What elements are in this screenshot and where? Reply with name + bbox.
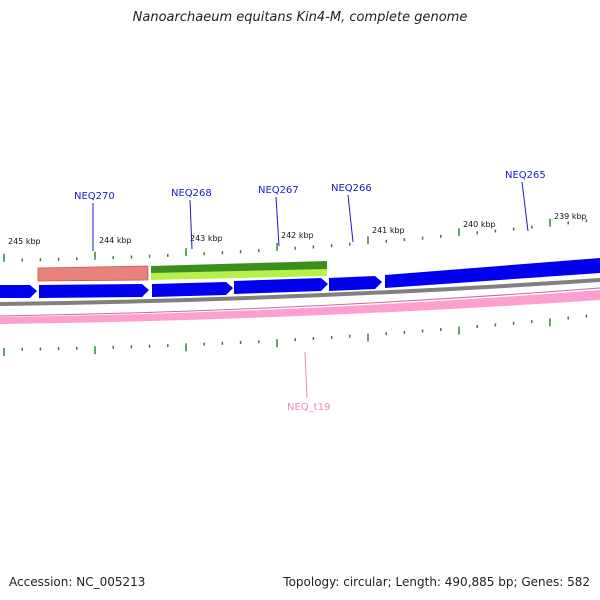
leader-neq266: [347, 194, 354, 243]
scale-label-239: 239 kbp: [554, 212, 587, 221]
gene-label-neq265[interactable]: NEQ265: [505, 170, 546, 181]
scale-label-244: 244 kbp: [99, 236, 132, 245]
gene-feature-neq270[interactable]: [37, 265, 149, 282]
gene-label-neq270[interactable]: NEQ270: [74, 191, 115, 202]
map-title: Nanoarchaeum equitans Kin4-M, complete g…: [132, 10, 468, 25]
cds-arrow-5[interactable]: [329, 276, 382, 291]
gene-label-neq266[interactable]: NEQ266: [331, 183, 372, 194]
scale-label-245: 245 kbp: [8, 237, 41, 246]
scale-label-242: 242 kbp: [281, 231, 314, 240]
cds-arrow-1[interactable]: [0, 285, 37, 298]
rna-band-edge: [0, 287, 600, 317]
cds-arrow-4[interactable]: [234, 278, 328, 294]
accession-text: Accession: NC_005213: [9, 575, 146, 589]
leader-neq268: [189, 199, 193, 250]
leader-neq-t19: [304, 351, 308, 399]
gene-feature-neq268-light: [151, 269, 327, 280]
genome-summary-text: Topology: circular; Length: 490,885 bp; …: [283, 575, 590, 589]
upper-tick-ring: [3, 218, 588, 262]
scale-label-243: 243 kbp: [190, 234, 223, 243]
leader-neq265: [521, 181, 529, 232]
genome-backbone: [0, 278, 600, 306]
leader-neq267: [275, 196, 280, 247]
cds-arrow-6[interactable]: [385, 258, 600, 288]
cds-arrow-2[interactable]: [39, 284, 149, 298]
rna-label-neq-t19[interactable]: NEQ_t19: [287, 402, 330, 413]
scale-label-240: 240 kbp: [463, 220, 496, 229]
gene-label-neq267[interactable]: NEQ267: [258, 185, 299, 196]
cds-arrow-3[interactable]: [152, 282, 233, 297]
gene-label-neq268[interactable]: NEQ268: [171, 188, 212, 199]
scale-label-241: 241 kbp: [372, 226, 405, 235]
rna-band: [0, 290, 600, 324]
lower-tick-ring: [3, 314, 588, 356]
